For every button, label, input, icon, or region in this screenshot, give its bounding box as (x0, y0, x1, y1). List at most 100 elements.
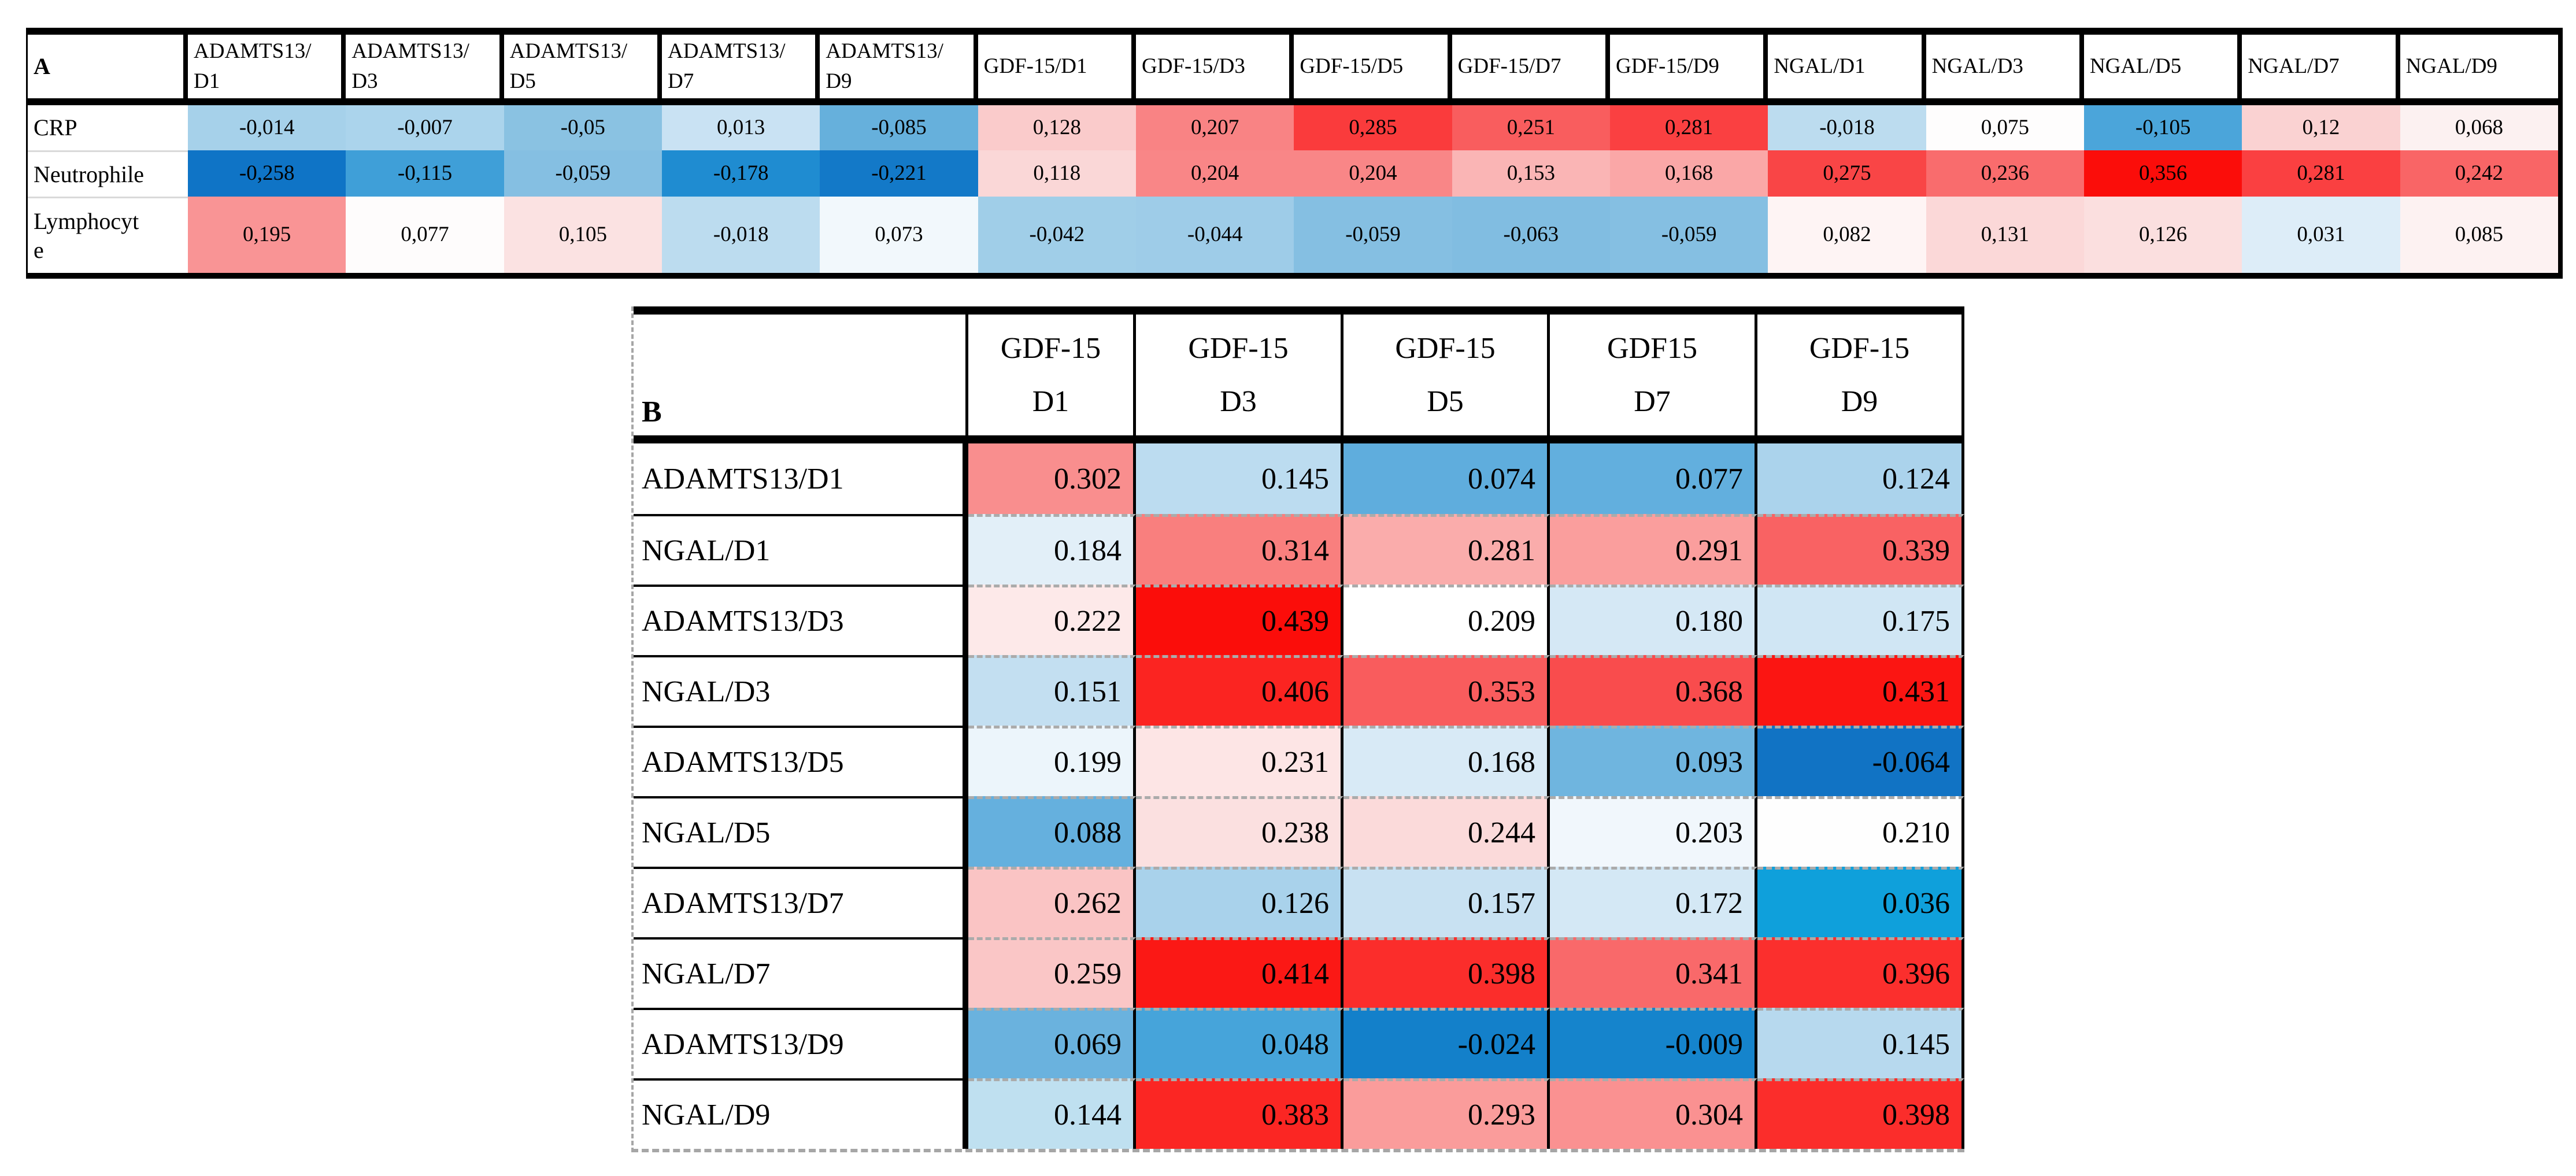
heatmap-cell: -0,05 (504, 105, 662, 150)
column-header-line: ADAMTS13/ (509, 39, 628, 63)
heatmap-cell: 0.341 (1550, 937, 1757, 1008)
heatmap-cell: 0.036 (1757, 867, 1964, 937)
heatmap-cell: 0.199 (968, 726, 1136, 796)
heatmap-cell: 0,12 (2242, 105, 2400, 150)
column-header: GDF-15 D1 (968, 315, 1136, 435)
column-header-line: D3 (1220, 385, 1257, 418)
heatmap-cell: 0.396 (1757, 937, 1964, 1008)
column-header-line: GDF-15 (1395, 332, 1496, 365)
table-row: NGAL/D7 0.259 0.414 0.398 0.341 0.396 (634, 937, 1964, 1008)
row-label: NGAL/D7 (634, 937, 968, 1008)
heatmap-cell: 0.168 (1343, 726, 1550, 796)
column-header-line: ADAMTS13/ (826, 39, 943, 63)
heatmap-cell: 0,075 (1926, 105, 2084, 150)
column-header-line: ADAMTS13/ (668, 39, 786, 63)
heatmap-cell: 0.209 (1343, 585, 1550, 655)
heatmap-cell: 0.088 (968, 796, 1136, 867)
heatmap-cell: -0,059 (1610, 197, 1768, 273)
column-header: ADAMTS13/D7 (662, 35, 820, 98)
heatmap-cell: -0,059 (504, 150, 662, 197)
column-header: NGAL/D3 (1926, 35, 2084, 98)
header-row: B GDF-15 D1 GDF-15 D3 GDF-15 D5 GDF15 D7 GDF-15 D9 (634, 306, 1964, 443)
heatmap-cell: 0.398 (1757, 1078, 1964, 1149)
table-row: NGAL/D3 0.151 0.406 0.353 0.368 0.431 (634, 655, 1964, 726)
column-header: GDF-15 D3 (1136, 315, 1343, 435)
column-header-line: GDF-15 (1188, 332, 1289, 365)
row-label: ADAMTS13/D1 (634, 443, 968, 514)
heatmap-cell: 0.172 (1550, 867, 1757, 937)
heatmap-cell: 0,251 (1452, 105, 1610, 150)
column-header: GDF-15/D1 (978, 35, 1136, 98)
table-row: ADAMTS13/D5 0.199 0.231 0.168 0.093 -0.064 (634, 726, 1964, 796)
heatmap-cell: 0.151 (968, 655, 1136, 726)
heatmap-cell: 0,242 (2400, 150, 2558, 197)
column-header-line: D1 (1032, 385, 1069, 418)
panel-label-a: A (28, 35, 188, 98)
heatmap-cell: -0,018 (1768, 105, 1926, 150)
heatmap-cell: 0,073 (820, 197, 978, 273)
row-label: Lymphocyt e (28, 197, 188, 273)
heatmap-cell: 0,356 (2084, 150, 2242, 197)
heatmap-cell: -0,059 (1294, 197, 1452, 273)
row-label: NGAL/D3 (634, 655, 968, 726)
heatmap-cell: 0.406 (1136, 655, 1343, 726)
column-header-line: GDF-15 (1000, 332, 1101, 365)
heatmap-cell: 0.262 (968, 867, 1136, 937)
header-row: A ADAMTS13/D1 ADAMTS13/D3 ADAMTS13/D5 ADAMTS… (28, 28, 2558, 105)
heatmap-cell: 0,275 (1768, 150, 1926, 197)
heatmap-cell: 0,128 (978, 105, 1136, 150)
table-row: NGAL/D1 0.184 0.314 0.281 0.291 0.339 (634, 514, 1964, 585)
table-row: ADAMTS13/D3 0.222 0.439 0.209 0.180 0.175 (634, 585, 1964, 655)
heatmap-cell: 0.124 (1757, 443, 1964, 514)
heatmap-cell: 0,281 (1610, 105, 1768, 150)
heatmap-cell: 0,085 (2400, 197, 2558, 273)
heatmap-cell: -0.024 (1343, 1008, 1550, 1078)
heatmap-cell: -0,105 (2084, 105, 2242, 150)
row-label: NGAL/D1 (634, 514, 968, 585)
heatmap-cell: -0,115 (346, 150, 504, 197)
column-header-line: D9 (1841, 385, 1878, 418)
column-header: NGAL/D5 (2084, 35, 2242, 98)
column-header: ADAMTS13/D3 (346, 35, 504, 98)
heatmap-cell: 0,153 (1452, 150, 1610, 197)
heatmap-cell: 0.304 (1550, 1078, 1757, 1149)
heatmap-cell: 0.339 (1757, 514, 1964, 585)
column-header-line: D3 (351, 69, 378, 93)
heatmap-cell: 0.210 (1757, 796, 1964, 867)
table-row: Lymphocyt e 0,195 0,077 0,105 -0,018 0,073 -0,… (28, 197, 2558, 273)
heatmap-cell: 0.231 (1136, 726, 1343, 796)
heatmap-cell: 0.074 (1343, 443, 1550, 514)
heatmap-cell: 0,207 (1136, 105, 1294, 150)
heatmap-cell: 0.077 (1550, 443, 1757, 514)
heatmap-cell: 0,077 (346, 197, 504, 273)
heatmap-cell: 0,082 (1768, 197, 1926, 273)
panel-b-correlation-heatmap: B GDF-15 D1 GDF-15 D3 GDF-15 D5 GDF15 D7 GDF-15 D9… (631, 306, 1964, 1152)
column-header-line: D7 (1634, 385, 1671, 418)
heatmap-cell: 0,068 (2400, 105, 2558, 150)
row-label: ADAMTS13/D9 (634, 1008, 968, 1078)
column-header: ADAMTS13/D1 (188, 35, 346, 98)
heatmap-cell: 0.048 (1136, 1008, 1343, 1078)
row-label: ADAMTS13/D7 (634, 867, 968, 937)
table-row: ADAMTS13/D7 0.262 0.126 0.157 0.172 0.036 (634, 867, 1964, 937)
column-header: GDF15 D7 (1550, 315, 1757, 435)
panel-label-b: B (634, 315, 968, 435)
heatmap-cell: 0.157 (1343, 867, 1550, 937)
heatmap-cell: 0.145 (1757, 1008, 1964, 1078)
column-header-line: GDF-15 (1809, 332, 1910, 365)
column-header: ADAMTS13/D5 (504, 35, 662, 98)
row-label: NGAL/D5 (634, 796, 968, 867)
heatmap-cell: 0,285 (1294, 105, 1452, 150)
heatmap-cell: 0,118 (978, 150, 1136, 197)
heatmap-cell: 0,105 (504, 197, 662, 273)
heatmap-cell: 0,131 (1926, 197, 2084, 273)
column-header-line: D5 (1427, 385, 1464, 418)
column-header: GDF-15/D9 (1610, 35, 1768, 98)
heatmap-cell: 0,168 (1610, 150, 1768, 197)
column-header-line: D7 (668, 69, 694, 93)
heatmap-cell: 0,126 (2084, 197, 2242, 273)
row-label: Neutrophile (28, 150, 188, 197)
heatmap-cell: 0,236 (1926, 150, 2084, 197)
table-row: ADAMTS13/D9 0.069 0.048 -0.024 -0.009 0.145 (634, 1008, 1964, 1078)
column-header: GDF-15/D3 (1136, 35, 1294, 98)
